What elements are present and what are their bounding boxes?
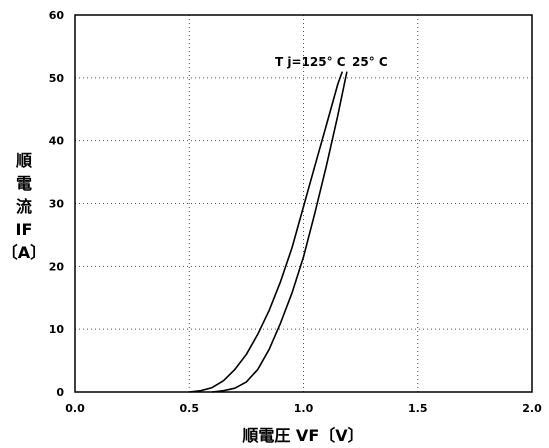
x-tick-label: 1.5 (408, 402, 428, 415)
annotation-25c: 25° C (352, 55, 388, 69)
y-tick-label: 60 (49, 9, 65, 22)
y-tick-label: 30 (49, 198, 65, 211)
x-tick-label: 0.0 (65, 402, 85, 415)
y-axis-label-line: 流 (16, 197, 32, 216)
y-tick-label: 0 (56, 386, 64, 399)
y-axis-label-line: 〔A〕 (2, 243, 46, 262)
y-axis-label-line: IF (16, 220, 33, 239)
x-tick-label: 1.0 (294, 402, 314, 415)
x-tick-label: 0.5 (180, 402, 200, 415)
x-tick-label: 2.0 (522, 402, 542, 415)
y-tick-label: 40 (49, 135, 65, 148)
annotation-tj-125: T j=125° C (275, 55, 346, 69)
plot-frame (74, 14, 533, 393)
y-axis-label-line: 電 (16, 174, 32, 193)
grid-lines (75, 15, 532, 392)
y-axis-label-line: 順 (15, 151, 33, 170)
x-axis-label: 順電圧 VF〔V〕 (241, 426, 363, 445)
series-layer (189, 71, 348, 393)
y-tick-label: 20 (49, 260, 65, 273)
x-tick-labels: 0.0 0.5 1.0 1.5 2.0 (65, 402, 542, 415)
y-tick-label: 50 (49, 72, 65, 85)
series-line-0 (189, 71, 344, 393)
y-axis-label: 順電流 IF 〔A〕 (2, 151, 46, 262)
y-tick-label: 10 (49, 323, 65, 336)
y-tick-labels: 0 10 20 30 40 50 60 (49, 9, 65, 399)
series-line-1 (212, 71, 348, 393)
